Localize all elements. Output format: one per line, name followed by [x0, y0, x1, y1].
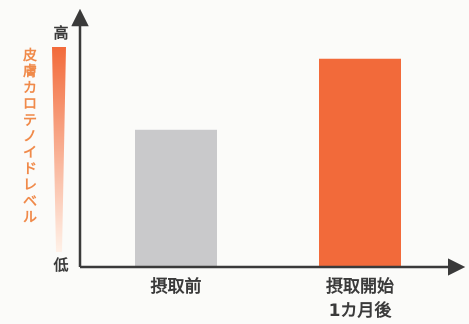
y-level-indicator: [52, 47, 66, 252]
y-high-label: 高: [53, 24, 68, 42]
ylabel-char: 膚: [23, 63, 37, 80]
ylabel-char: ル: [23, 210, 37, 226]
ylabel-char: レ: [23, 178, 37, 194]
y-low-label: 低: [52, 256, 68, 274]
category-label-1: 摂取前: [151, 276, 202, 297]
ylabel-char: ド: [23, 161, 37, 177]
ylabel-char: ロ: [23, 97, 37, 113]
bar-2: [319, 58, 401, 267]
category-labels: 摂取前 摂取開始 1カ月後: [151, 276, 395, 321]
bars: [135, 58, 401, 267]
bar-1: [135, 129, 217, 267]
ylabel-char: イ: [23, 145, 37, 161]
ylabel-char: テ: [23, 113, 37, 129]
ylabel-char: カ: [23, 80, 37, 96]
level-gradient-wedge: [52, 47, 66, 252]
category-label-2: 摂取開始 1カ月後: [326, 276, 394, 321]
ylabel-char: 皮: [22, 47, 37, 64]
ylabel-char: ベ: [23, 194, 37, 210]
ylabel-char: ノ: [23, 129, 37, 145]
